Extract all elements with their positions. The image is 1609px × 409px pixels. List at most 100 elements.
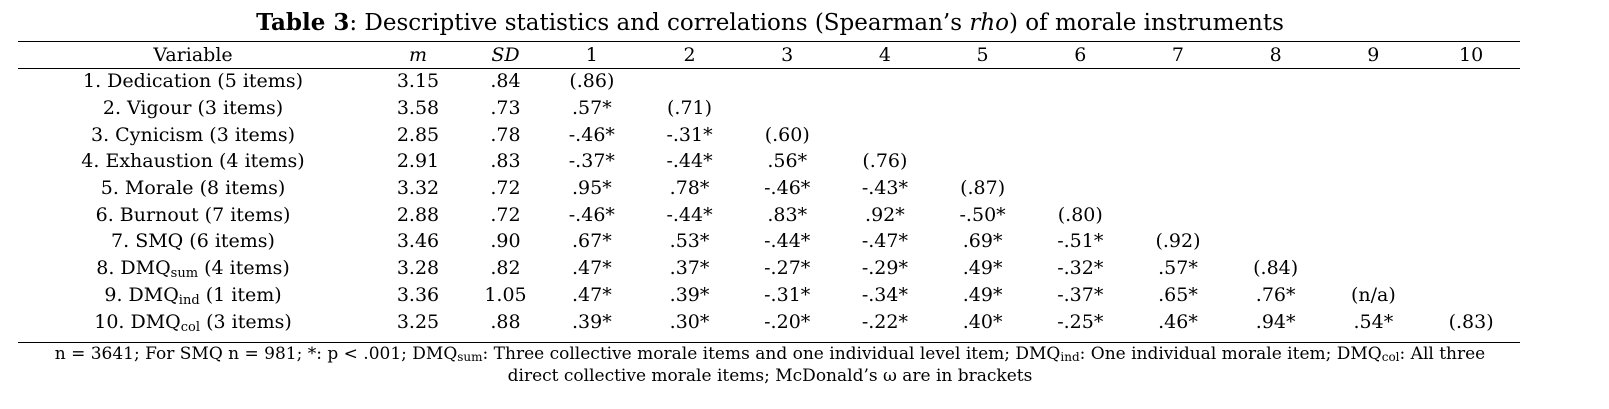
correlation-cell: -.44* (666, 203, 713, 226)
correlation-cell (1422, 282, 1520, 309)
sd-cell: .90 (490, 230, 521, 253)
variable-name: 9. DMQ (104, 283, 179, 306)
variable-name-cell: 5. Morale (8 items) (18, 175, 368, 202)
correlation-cell: -.34* (861, 283, 908, 306)
table-row: 5. Morale (8 items) 3.32 .72 .95* .78* -.46* -… (18, 175, 1520, 202)
correlation-cell: -.25* (1057, 310, 1104, 333)
correlation-cell: (.71) (667, 97, 713, 120)
correlation-cell (1227, 228, 1325, 255)
correlation-cell: .46* (1158, 310, 1198, 333)
variable-name: 7. SMQ (111, 230, 184, 253)
correlation-cell: -.37* (568, 150, 615, 173)
header-9: 9 (1367, 44, 1380, 66)
correlation-cell (1031, 68, 1129, 95)
correlation-cell (738, 95, 836, 122)
correlation-cell (836, 95, 934, 122)
variable-name-cell: 1. Dedication (5 items) (18, 68, 368, 95)
table-row: 4. Exhaustion (4 items) 2.91 .83 -.37* -.44*… (18, 148, 1520, 175)
header-3: 3 (781, 44, 794, 66)
correlation-cell: .49* (962, 257, 1003, 280)
correlation-cell (1129, 201, 1227, 228)
correlation-cell (1325, 175, 1423, 202)
table-title: Table 3: Descriptive statistics and corr… (0, 8, 1540, 38)
variable-name-cell: 3. Cynicism (3 items) (18, 121, 368, 148)
sd-cell: .78 (490, 123, 521, 146)
table-top-rule (18, 41, 1520, 42)
sd-cell: .83 (490, 150, 521, 173)
correlation-cell (1422, 228, 1520, 255)
table-header-rule (18, 68, 1520, 69)
mean-cell: 3.15 (396, 70, 440, 93)
variable-subscript: col (180, 319, 201, 335)
correlation-cell (1422, 148, 1520, 175)
title-text-part2: ) of morale instruments (1009, 10, 1284, 36)
correlation-cell (934, 95, 1032, 122)
correlation-cell: .67* (571, 230, 612, 253)
correlation-cell: .39* (669, 283, 710, 306)
variable-item-count: (3 items) (203, 123, 295, 146)
correlation-cell: .65* (1158, 283, 1198, 306)
variable-item-count: (3 items) (191, 97, 284, 120)
mean-cell: 3.25 (396, 310, 440, 333)
table-row: 2. Vigour (3 items) 3.58 .73 .57* (.71) (18, 95, 1520, 122)
correlation-cell: -.44* (666, 150, 713, 173)
title-italic-rho: rho (969, 10, 1010, 36)
correlation-cell (1129, 148, 1227, 175)
table-row: 6. Burnout (7 items) 2.88 .72 -.46* -.44* .83… (18, 201, 1520, 228)
correlation-cell (1129, 175, 1227, 202)
header-1: 1 (585, 44, 598, 66)
table-note-line-2: direct collective morale items; McDonald… (507, 366, 1033, 386)
correlation-cell: -.43* (861, 177, 908, 200)
variable-item-count: (3 items) (200, 310, 292, 333)
correlation-cell: (.83) (1448, 310, 1494, 333)
correlation-cell (1325, 255, 1423, 282)
correlation-cell (1227, 95, 1325, 122)
correlation-cell: -.46* (568, 123, 615, 146)
variable-item-count: (8 items) (193, 177, 286, 200)
correlation-cell: .30* (669, 310, 710, 333)
correlation-cell: -.46* (568, 203, 615, 226)
correlation-cell (1422, 68, 1520, 95)
correlation-cell (1129, 95, 1227, 122)
variable-name: 3. Cynicism (91, 123, 204, 146)
correlation-cell: (n/a) (1350, 283, 1396, 306)
correlation-cell: -.44* (764, 230, 811, 253)
correlation-cell: -.27* (764, 257, 811, 280)
header-2: 2 (683, 44, 696, 66)
correlation-cell: .95* (571, 177, 612, 200)
correlation-cell (1325, 68, 1423, 95)
correlation-cell (1422, 95, 1520, 122)
mean-cell: 3.36 (396, 283, 440, 306)
table-header-row: Variable m SD 1 2 3 4 5 6 7 8 9 10 (18, 42, 1520, 68)
correlation-cell: (.80) (1057, 203, 1103, 226)
note-text-4: : All three (1399, 344, 1486, 364)
variable-subscript: ind (178, 292, 200, 308)
sd-cell: .84 (490, 70, 521, 93)
correlation-cell: .49* (962, 283, 1003, 306)
table-row: 9. DMQind (1 item) 3.36 1.05 .47* .39* -.31* -… (18, 282, 1520, 309)
variable-name-cell: 10. DMQcol (3 items) (18, 308, 368, 335)
correlation-cell (1227, 201, 1325, 228)
correlation-cell: -.51* (1057, 230, 1104, 253)
variable-name-cell: 4. Exhaustion (4 items) (18, 148, 368, 175)
note-subscript-sum: sum (457, 350, 483, 364)
header-7: 7 (1171, 44, 1185, 66)
correlation-cell (1325, 121, 1423, 148)
correlation-cell (1325, 95, 1423, 122)
variable-item-count: (4 items) (212, 150, 305, 173)
table-note-line-1: n = 3641; For SMQ n = 981; *: p < .001; … (0, 343, 1540, 365)
correlation-cell: (.87) (960, 177, 1006, 200)
mean-cell: 2.91 (396, 150, 440, 173)
correlation-cell: .78* (669, 177, 710, 200)
correlation-cell: -.32* (1057, 257, 1104, 280)
variable-name: 8. DMQ (96, 257, 171, 280)
correlation-cell (1325, 228, 1423, 255)
correlation-cell (1227, 68, 1325, 95)
correlation-cell: .69* (962, 230, 1003, 253)
note-text-1: n = 3641; For SMQ n = 981; *: p < .001; … (54, 344, 458, 364)
descriptive-statistics-table: Variable m SD 1 2 3 4 5 6 7 8 9 10 1. De… (18, 42, 1520, 335)
correlation-cell: .92* (865, 203, 905, 226)
correlation-cell (1129, 121, 1227, 148)
correlation-cell: .47* (571, 283, 612, 306)
table-row: 10. DMQcol (3 items) 3.25 .88 .39* .30* -.20*… (18, 308, 1520, 335)
